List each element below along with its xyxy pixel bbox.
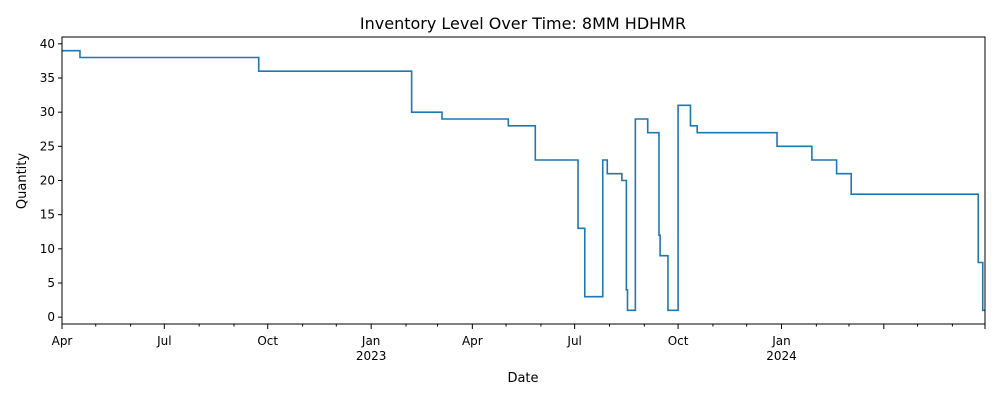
y-tick-label: 0 bbox=[47, 310, 55, 324]
x-tick-label: Oct bbox=[257, 334, 278, 348]
y-axis-label: Quantity bbox=[15, 153, 30, 209]
x-tick-year-label: 2024 bbox=[766, 349, 797, 363]
inventory-series-line bbox=[62, 49, 985, 312]
x-tick-label: Jul bbox=[566, 334, 581, 348]
y-tick-label: 20 bbox=[40, 174, 55, 188]
x-tick-year-label: 2023 bbox=[356, 349, 387, 363]
y-tick-label: 25 bbox=[40, 139, 55, 153]
x-axis-label: Date bbox=[507, 371, 538, 386]
chart-title: Inventory Level Over Time: 8MM HDHMR bbox=[360, 14, 686, 33]
y-tick-label: 30 bbox=[40, 105, 55, 119]
plot-frame bbox=[61, 36, 986, 325]
y-tick-label: 35 bbox=[40, 71, 55, 85]
y-axis: 0 5 10 15 20 25 30 35 40 bbox=[40, 37, 62, 324]
y-tick-label: 5 bbox=[47, 276, 55, 290]
x-tick-label: Jan bbox=[361, 334, 381, 348]
x-tick-label: Jan bbox=[771, 334, 791, 348]
x-tick-label: Apr bbox=[462, 334, 483, 348]
y-tick-label: 10 bbox=[40, 242, 55, 256]
y-tick-label: 15 bbox=[40, 208, 55, 222]
x-tick-label: Apr bbox=[52, 334, 73, 348]
y-tick-label: 40 bbox=[40, 37, 55, 51]
x-tick-label: Jul bbox=[156, 334, 171, 348]
x-tick-label: Oct bbox=[668, 334, 689, 348]
plot-area bbox=[62, 49, 985, 312]
